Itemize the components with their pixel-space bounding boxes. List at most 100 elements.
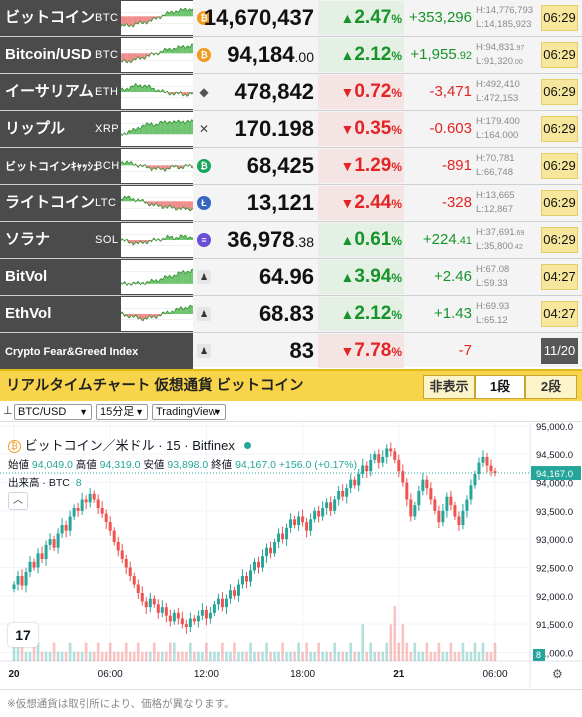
high-text: H:14,776,793 xyxy=(476,5,534,16)
tradingview-chart[interactable]: 91,000.0 91,500.0 92,000.0 92,500.0 93,000.0… xyxy=(0,423,582,687)
ticker-name: ビットコインｷｬｯｼｭ xyxy=(5,161,99,173)
volume-bar xyxy=(441,651,445,661)
chevron-down-icon: ▼ xyxy=(79,407,88,417)
y-tick-label: 94,500.0 xyxy=(536,450,573,461)
settings-gear-icon[interactable]: ⚙ xyxy=(552,667,563,681)
candle-body xyxy=(112,530,116,542)
price-integer: 13,121 xyxy=(246,190,314,215)
ticker-row[interactable]: Crypto Fear&Greed Index ♟ 83 ▼7.78% -7 11/20 xyxy=(0,333,582,370)
candle-body xyxy=(124,559,128,568)
sparkline xyxy=(121,223,193,257)
volume-bar xyxy=(112,651,116,661)
open-label: 始値 xyxy=(8,459,29,471)
y-tick-label: 93,000.0 xyxy=(536,535,573,546)
candle-body xyxy=(485,457,489,466)
volume-bar xyxy=(157,651,160,661)
legend-title-text: ビットコイン／米ドル · 15 · Bitfinex xyxy=(24,438,235,453)
volume-bar xyxy=(68,642,72,661)
candle-body xyxy=(465,499,469,511)
price-value: 83 xyxy=(290,333,314,369)
candle-body xyxy=(265,547,269,557)
ticker-name-cell[interactable]: Crypto Fear&Greed Index xyxy=(0,333,193,369)
candle-body xyxy=(301,516,305,523)
volume-bar xyxy=(213,651,216,661)
price-value: 170.198 xyxy=(234,111,314,147)
candle-body xyxy=(80,499,84,511)
percent-unit: % xyxy=(391,123,402,137)
candlestick-chart[interactable]: 91,000.0 91,500.0 92,000.0 92,500.0 93,000.0… xyxy=(0,423,582,687)
ticker-row[interactable]: リップル XRP ✕ 170.198 ▼0.35% -0.603 H:179.400 L:16… xyxy=(0,111,582,148)
y-tick-label: 92,500.0 xyxy=(536,564,573,575)
chevron-down-icon: ▼ xyxy=(135,407,144,417)
percent-unit: % xyxy=(391,345,402,359)
change-percent: ▼0.72% xyxy=(318,75,404,109)
candle-body xyxy=(269,547,273,554)
percent-unit: % xyxy=(391,12,402,26)
ticker-name: イーサリアム xyxy=(5,83,94,100)
ticker-row[interactable]: ビットコイン BTC ₿ 14,670,437 ▲2.47% +353,296 H:14,7… xyxy=(0,0,582,37)
volume-bar xyxy=(457,651,461,661)
volume-bar xyxy=(281,642,284,661)
ticker-symbol: LTC xyxy=(95,197,117,209)
fear-greed-icon: ♟ xyxy=(197,344,211,358)
ticker-row[interactable]: ソラナ SOL ≡ 36,978.38 ▲0.61% +224.41 H:37,691.69… xyxy=(0,222,582,259)
candle-body xyxy=(32,561,36,568)
volume-bar xyxy=(321,651,324,661)
candle-body xyxy=(349,479,353,489)
high-low: H:94,831.97 L:91,320.00 xyxy=(476,41,538,69)
one-row-button[interactable]: 1段 xyxy=(475,375,525,399)
ticker-row[interactable]: BitVol ♟ 64.96 ▲3.94% +2.46 H:67.08 L:59.33 04:… xyxy=(0,259,582,296)
hide-chart-button[interactable]: 非表示 xyxy=(423,375,475,399)
candle-body xyxy=(60,525,64,534)
price-integer: 36,978 xyxy=(227,227,295,252)
volume-bar xyxy=(104,651,108,661)
volume-bar xyxy=(209,651,212,661)
change-percent: ▲2.47% xyxy=(318,1,404,35)
ticker-row[interactable]: Bitcoin/USD BTC ₿ 94,184.00 ▲2.12% +1,955.92 H… xyxy=(0,37,582,74)
collapse-legend-button[interactable]: ︿ xyxy=(8,492,28,510)
candle-body xyxy=(44,544,48,559)
ticker-row[interactable]: EthVol ♟ 68.83 ▲2.12% +1.43 H:69.93 L:65.12 04:… xyxy=(0,296,582,333)
ticker-row[interactable]: ライトコイン LTC Ł 13,121 ▼2.44% -328 H:13,665 L:12,8… xyxy=(0,185,582,222)
candle-body xyxy=(104,513,108,523)
ticker-symbol: XRP xyxy=(95,123,120,135)
sparkline-svg xyxy=(121,43,193,64)
candle-body xyxy=(116,542,120,551)
pair-select[interactable]: BTC/USD ▼ xyxy=(14,404,92,420)
candle-body xyxy=(224,598,228,608)
provider-select[interactable]: TradingView ▼ xyxy=(152,404,226,420)
candle-body xyxy=(24,572,28,586)
high-text: H:492,410 xyxy=(476,79,520,90)
x-tick-label: 06:00 xyxy=(482,669,507,680)
ticker-row[interactable]: イーサリアム ETH ◆ 478,842 ▼0.72% -3,471 H:492,410 L:… xyxy=(0,74,582,111)
volume-bar xyxy=(261,651,264,661)
tradingview-logo-icon[interactable]: 17 xyxy=(8,623,38,647)
candle-body xyxy=(441,510,445,523)
footer-note-text: ※仮想通貨は取引所により、価格が異なります。 xyxy=(7,698,235,710)
volume-bar xyxy=(337,651,340,661)
candle-body xyxy=(84,499,88,503)
percent-unit: % xyxy=(391,308,402,322)
low-text: L:14,185,923 xyxy=(476,19,532,30)
high-line: H:67.08 xyxy=(476,263,538,277)
high-low: H:492,410 L:472,153 xyxy=(476,78,538,106)
sparkline-svg xyxy=(121,304,193,322)
volume-bar xyxy=(325,651,328,661)
ethereum-icon: ◆ xyxy=(199,85,209,99)
change-percent: ▼1.29% xyxy=(318,149,404,183)
interval-select[interactable]: 15分足 ▼ xyxy=(96,404,148,420)
candle-body xyxy=(421,479,425,491)
live-dot-icon xyxy=(244,442,252,449)
litecoin-icon: Ł xyxy=(197,196,211,210)
volume-tag xyxy=(533,649,545,661)
high-low: H:13,665 L:12,867 xyxy=(476,189,538,217)
sparkline-svg xyxy=(121,234,193,246)
ticker-row[interactable]: ビットコインｷｬｯｼｭ BCH ₿ 68,425 ▼1.29% -891 H:70,781 L… xyxy=(0,148,582,185)
two-row-button[interactable]: 2段 xyxy=(525,375,577,399)
volume-bar xyxy=(349,642,352,661)
sparkline-svg xyxy=(121,195,193,212)
upload-icon[interactable]: ⊥ xyxy=(3,405,13,417)
volume-bar xyxy=(36,642,40,661)
high-low: H:37,691.69 L:35,800.42 xyxy=(476,226,538,254)
candle-body xyxy=(401,471,405,483)
